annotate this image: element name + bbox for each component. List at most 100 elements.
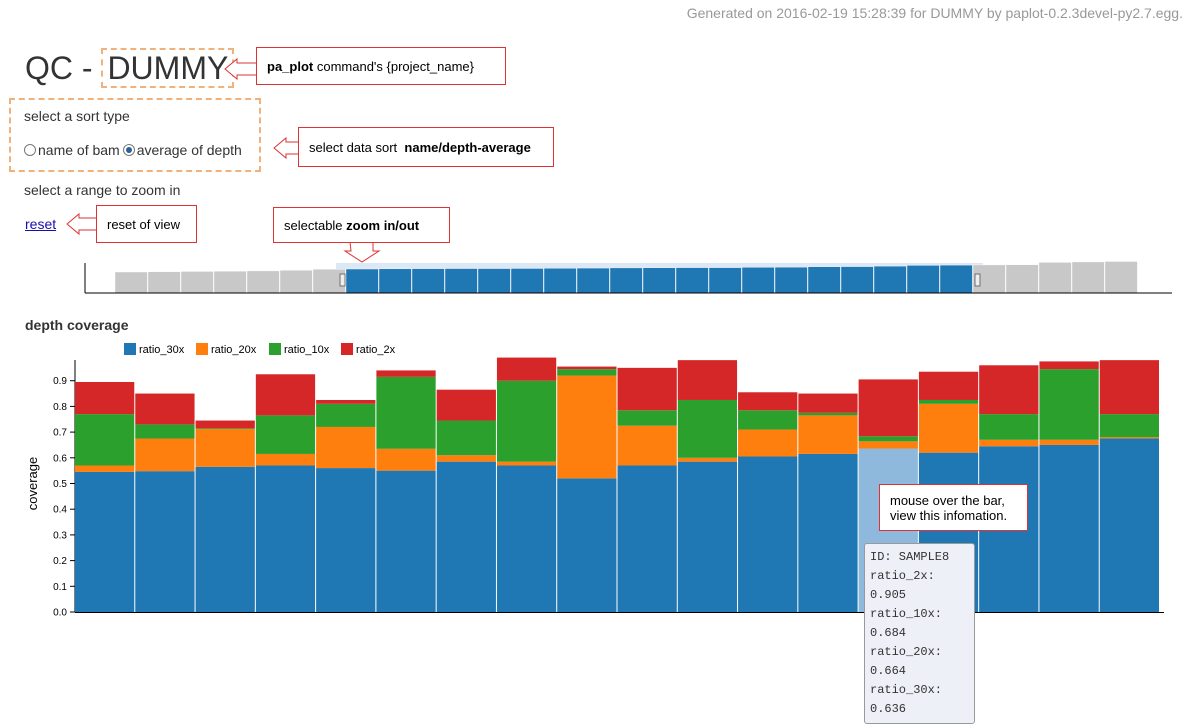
stacked-bar[interactable]	[436, 389, 496, 612]
bar-segment-ratio-10x[interactable]	[557, 369, 617, 376]
overview-bar	[444, 268, 478, 294]
reset-callout: reset of view	[96, 205, 197, 243]
stacked-bar[interactable]	[557, 366, 617, 612]
bar-segment-ratio-10x[interactable]	[255, 415, 316, 454]
bar-segment-ratio-30x[interactable]	[316, 468, 376, 612]
bar-segment-ratio-20x[interactable]	[858, 441, 918, 449]
bar-segment-ratio-20x[interactable]	[557, 375, 617, 479]
stacked-bar[interactable]	[195, 420, 255, 612]
bar-segment-ratio-20x[interactable]	[496, 461, 557, 466]
bar-segment-ratio-20x[interactable]	[75, 465, 135, 472]
bar-segment-ratio-2x[interactable]	[195, 420, 255, 429]
sort-name-label[interactable]: name of bam	[38, 142, 120, 158]
bar-segment-ratio-30x[interactable]	[677, 461, 738, 612]
bar-segment-ratio-30x[interactable]	[798, 453, 858, 612]
bar-segment-ratio-10x[interactable]	[1039, 369, 1099, 440]
bar-segment-ratio-10x[interactable]	[677, 399, 738, 458]
bar-segment-ratio-30x[interactable]	[557, 478, 617, 612]
bar-segment-ratio-10x[interactable]	[979, 414, 1039, 440]
brush-right-handle[interactable]	[974, 273, 981, 287]
stacked-bar[interactable]	[798, 393, 858, 612]
bar-segment-ratio-10x[interactable]	[436, 420, 496, 456]
bar-segment-ratio-2x[interactable]	[135, 393, 195, 425]
bar-segment-ratio-2x[interactable]	[918, 371, 979, 400]
bar-segment-ratio-10x[interactable]	[135, 424, 195, 439]
bar-segment-ratio-30x[interactable]	[617, 465, 677, 612]
bar-segment-ratio-30x[interactable]	[738, 456, 798, 612]
project-callout: pa_plot command's {project_name}	[256, 47, 506, 85]
stacked-bar[interactable]	[496, 357, 557, 612]
bar-segment-ratio-20x[interactable]	[617, 425, 677, 466]
bar-segment-ratio-10x[interactable]	[75, 414, 135, 466]
bar-segment-ratio-30x[interactable]	[195, 466, 255, 612]
brush-left-handle[interactable]	[339, 273, 346, 287]
bar-segment-ratio-30x[interactable]	[135, 471, 195, 612]
y-tick-label: 0.3	[53, 530, 67, 541]
bar-segment-ratio-10x[interactable]	[316, 403, 376, 427]
stacked-bar[interactable]	[316, 399, 376, 612]
bar-segment-ratio-10x[interactable]	[617, 410, 677, 426]
bar-segment-ratio-20x[interactable]	[436, 455, 496, 462]
bar-segment-ratio-10x[interactable]	[858, 436, 918, 442]
reset-link[interactable]: reset	[25, 216, 57, 232]
bar-segment-ratio-20x[interactable]	[1039, 439, 1099, 445]
stacked-bar[interactable]	[1099, 360, 1159, 612]
stacked-bar[interactable]	[738, 392, 798, 612]
bar-segment-ratio-20x[interactable]	[677, 457, 738, 462]
bar-segment-ratio-2x[interactable]	[738, 392, 798, 411]
bar-segment-ratio-20x[interactable]	[798, 415, 858, 454]
bar-segment-ratio-10x[interactable]	[738, 410, 798, 430]
bar-segment-ratio-2x[interactable]	[617, 367, 677, 411]
bar-segment-ratio-10x[interactable]	[496, 380, 557, 462]
bar-segment-ratio-2x[interactable]	[1099, 360, 1159, 415]
stacked-bar[interactable]	[75, 381, 135, 612]
bar-segment-ratio-2x[interactable]	[557, 366, 617, 370]
bar-segment-ratio-2x[interactable]	[376, 370, 436, 377]
bar-segment-ratio-10x[interactable]	[918, 399, 979, 404]
stacked-bar[interactable]	[617, 367, 677, 612]
bar-segment-ratio-30x[interactable]	[1039, 444, 1099, 612]
bar-segment-ratio-20x[interactable]	[918, 403, 979, 453]
bar-segment-ratio-2x[interactable]	[979, 365, 1039, 415]
bar-segment-ratio-20x[interactable]	[1099, 437, 1159, 439]
sort-depth-radio[interactable]	[122, 144, 135, 156]
bar-segment-ratio-2x[interactable]	[798, 393, 858, 413]
bar-segment-ratio-2x[interactable]	[436, 389, 496, 421]
bar-segment-ratio-2x[interactable]	[677, 360, 738, 400]
bar-segment-ratio-30x[interactable]	[1099, 438, 1159, 612]
bar-segment-ratio-2x[interactable]	[316, 399, 376, 404]
overview-bar	[741, 267, 775, 294]
bar-segment-ratio-30x[interactable]	[75, 471, 135, 612]
bar-segment-ratio-2x[interactable]	[496, 357, 557, 381]
bar-segment-ratio-20x[interactable]	[979, 439, 1039, 447]
overview-bar	[213, 270, 247, 294]
stacked-bar[interactable]	[1039, 361, 1099, 612]
stacked-bar[interactable]	[677, 360, 738, 612]
bar-segment-ratio-2x[interactable]	[255, 374, 316, 416]
bar-segment-ratio-10x[interactable]	[798, 412, 858, 416]
overview-bar	[675, 267, 709, 294]
bar-segment-ratio-30x[interactable]	[436, 461, 496, 612]
bar-segment-ratio-10x[interactable]	[1099, 414, 1159, 438]
stacked-bar[interactable]	[135, 393, 195, 612]
sort-depth-label[interactable]: average of depth	[136, 142, 242, 158]
bar-segment-ratio-20x[interactable]	[738, 429, 798, 457]
bar-segment-ratio-20x[interactable]	[376, 448, 436, 471]
sort-name-radio[interactable]	[24, 144, 36, 156]
overview-brush-chart[interactable]	[0, 255, 1191, 300]
bar-segment-ratio-20x[interactable]	[195, 429, 255, 467]
bar-segment-ratio-20x[interactable]	[316, 426, 376, 469]
callout-arrows	[66, 57, 381, 263]
bar-segment-ratio-2x[interactable]	[1039, 361, 1099, 370]
bar-segment-ratio-2x[interactable]	[858, 379, 918, 437]
stacked-bar[interactable]	[376, 370, 436, 612]
bar-segment-ratio-10x[interactable]	[195, 428, 255, 430]
bar-segment-ratio-30x[interactable]	[255, 465, 316, 612]
stacked-bar[interactable]	[255, 374, 316, 612]
bar-segment-ratio-20x[interactable]	[135, 438, 195, 472]
bar-segment-ratio-20x[interactable]	[255, 453, 316, 466]
bar-segment-ratio-30x[interactable]	[496, 465, 557, 612]
bar-segment-ratio-2x[interactable]	[75, 381, 135, 415]
bar-segment-ratio-30x[interactable]	[376, 470, 436, 612]
bar-segment-ratio-10x[interactable]	[376, 376, 436, 449]
